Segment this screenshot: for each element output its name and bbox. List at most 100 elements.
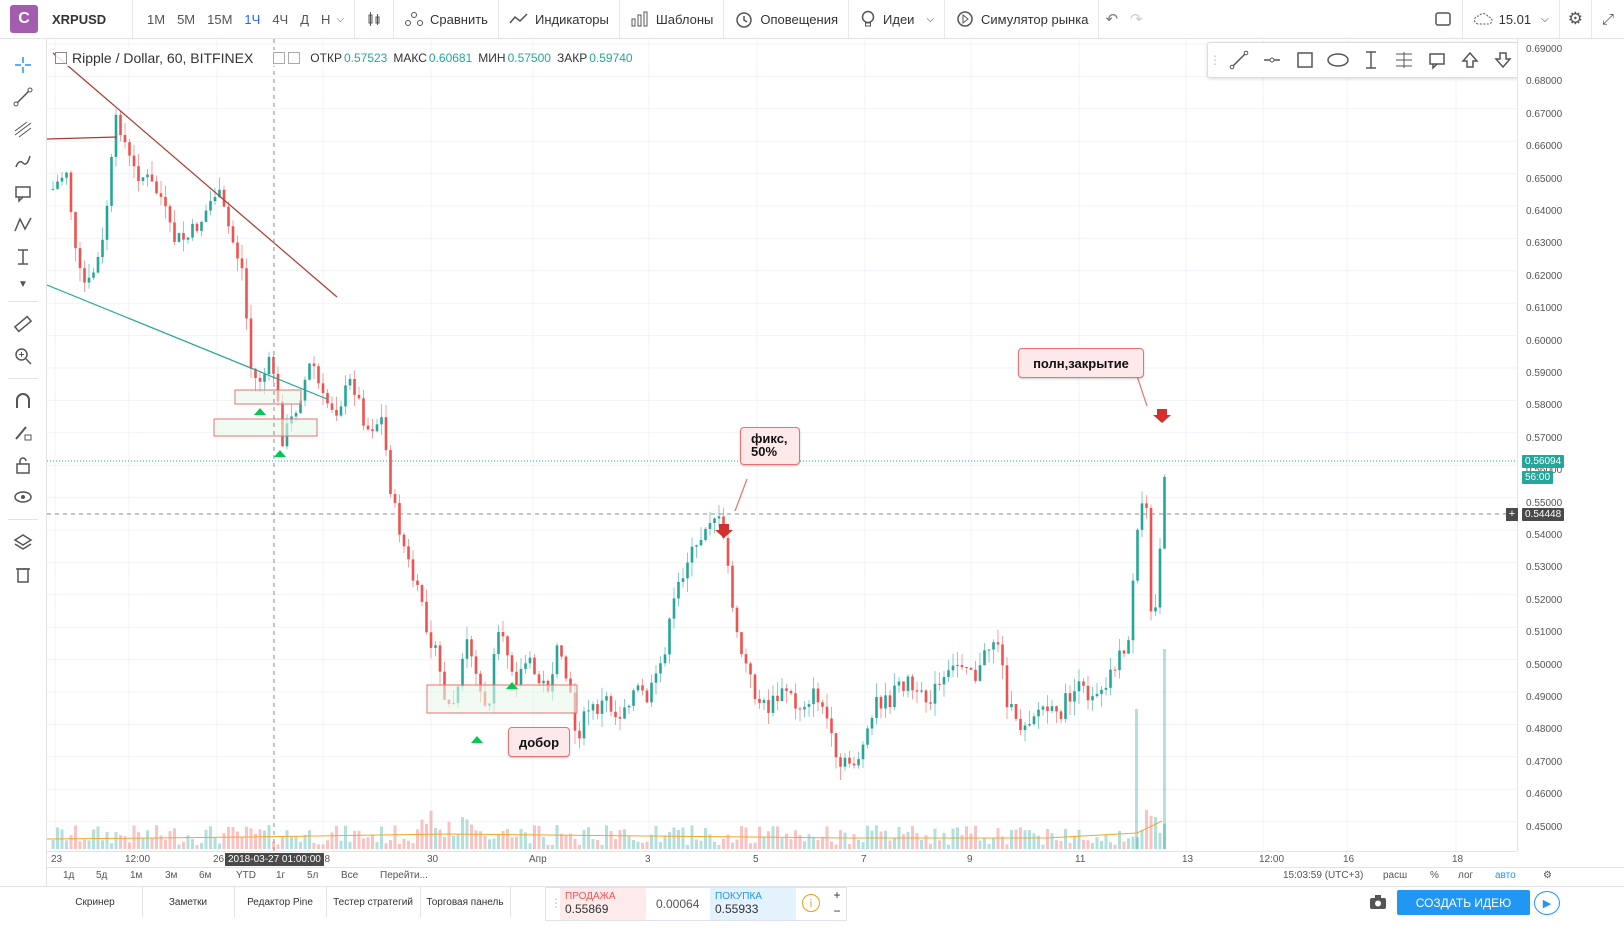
quantity-minus-button[interactable]: − xyxy=(833,904,841,918)
volume-bar xyxy=(722,838,725,849)
candle-body xyxy=(101,239,104,257)
range-3[interactable]: 3м xyxy=(165,870,178,881)
bottom-tab-0[interactable]: Скринер xyxy=(48,887,143,917)
interval-5[interactable]: Д xyxy=(300,11,310,27)
more-tools-toggle[interactable]: ▼ xyxy=(0,273,46,295)
callout-fix[interactable]: фикс, 50% xyxy=(740,427,800,465)
interval-3[interactable]: 1Ч xyxy=(244,11,261,27)
trendline-tool[interactable] xyxy=(0,81,46,113)
pitchfork-tool[interactable] xyxy=(0,113,46,145)
candle-body xyxy=(267,356,271,375)
scale-option-3[interactable]: авто xyxy=(1495,870,1516,881)
bottom-tab-1[interactable]: Заметки xyxy=(142,887,235,917)
settings-button[interactable]: ⚙ xyxy=(1560,0,1591,38)
ellipse-shortcut[interactable] xyxy=(1321,43,1354,77)
remove-drawings-tool[interactable] xyxy=(0,558,46,590)
interval-2[interactable]: 15M xyxy=(207,11,233,27)
create-idea-button[interactable]: СОЗДАТЬ ИДЕЮ xyxy=(1397,890,1530,915)
fib-shortcut[interactable] xyxy=(1387,43,1420,77)
chart-type-button[interactable] xyxy=(355,0,393,38)
price-tick: 0.60000 xyxy=(1526,335,1563,347)
ideas-button[interactable]: Идеи ⌵ xyxy=(849,0,944,38)
measure-tool[interactable] xyxy=(0,241,46,273)
market-simulator-button[interactable]: Симулятор рынка xyxy=(945,0,1098,38)
pattern-tool[interactable] xyxy=(0,209,46,241)
bottom-tab-4[interactable]: Торговая панель xyxy=(420,887,511,917)
callout-dobor[interactable]: добор xyxy=(508,727,570,757)
bottom-tab-3[interactable]: Тестер стратегий xyxy=(326,887,421,917)
range-8[interactable]: Все xyxy=(341,870,359,881)
drag-handle[interactable]: ⋮ xyxy=(1209,53,1221,67)
alerts-button[interactable]: Оповещения xyxy=(724,0,848,38)
time-tick: 12:00 xyxy=(1259,854,1285,865)
buy-button[interactable]: ПОКУПКА 0.55933 xyxy=(710,888,796,920)
range-0[interactable]: 1д xyxy=(63,870,75,881)
volume-bar xyxy=(753,842,757,849)
sell-button[interactable]: ПРОДАЖА 0.55869 xyxy=(560,888,646,920)
compare-button[interactable]: Сравнить xyxy=(394,0,498,38)
interval-6[interactable]: Н xyxy=(321,11,331,27)
range-2[interactable]: 1м xyxy=(130,870,143,881)
redo-button[interactable]: ↷ xyxy=(1130,11,1143,28)
volume-bar xyxy=(155,825,158,849)
zoom-tool[interactable] xyxy=(0,340,46,372)
object-tree-tool[interactable] xyxy=(0,526,46,558)
horizontal-line-shortcut[interactable] xyxy=(1255,43,1288,77)
expand-button[interactable]: ⤢ xyxy=(1592,0,1624,38)
magnet-tool[interactable] xyxy=(0,385,46,417)
interval-1[interactable]: 5M xyxy=(177,11,196,27)
scale-option-2[interactable]: лог xyxy=(1458,870,1474,881)
plus-icon[interactable]: + xyxy=(1506,508,1518,521)
price-scale[interactable]: 0.45000 0.46000 0.47000 0.48000 0.49000 0.500… xyxy=(1506,39,1624,851)
symbol-name[interactable]: Ripple / Dollar, 60, BITFINEX xyxy=(72,50,254,66)
time-axis[interactable]: 18 16 12:00 13 11 9 7 5 3 Апр 30 28 26 12:00 23 2018-0… xyxy=(47,851,1517,868)
crosshair-tool[interactable] xyxy=(0,49,46,81)
interval-0[interactable]: 1M xyxy=(147,11,166,27)
hide-drawings-tool[interactable] xyxy=(0,481,46,513)
volume-bar xyxy=(767,831,770,849)
lock-drawings-tool[interactable] xyxy=(0,449,46,481)
rectangle-shortcut[interactable] xyxy=(1288,43,1321,77)
templates-button[interactable]: Шаблоны xyxy=(620,0,724,38)
symbol-search[interactable]: XRPUSD xyxy=(52,11,107,27)
arrow-down-shortcut[interactable] xyxy=(1486,43,1519,77)
range-9[interactable]: Перейти... xyxy=(380,870,428,881)
drag-handle[interactable]: ⋮ xyxy=(550,896,562,910)
bottom-panel: ⋮ ПРОДАЖА 0.55869 0.00064 ПОКУПКА 0.5593… xyxy=(0,886,1624,952)
stay-in-draw-tool[interactable] xyxy=(0,417,46,449)
legend-settings-icon[interactable] xyxy=(273,52,286,64)
scale-option-0[interactable]: расш xyxy=(1383,870,1408,881)
range-7[interactable]: 5л xyxy=(307,870,319,881)
info-icon[interactable]: i xyxy=(802,894,820,912)
bottom-tab-2[interactable]: Редактор Pine xyxy=(234,887,327,917)
brush-tool[interactable] xyxy=(0,145,46,177)
clock[interactable]: 15:03:59 (UTC+3) xyxy=(1283,870,1364,881)
publish-arrow-icon[interactable]: ▶ xyxy=(1534,891,1560,915)
undo-button[interactable]: ↶ xyxy=(1105,11,1119,28)
ruler-tool[interactable] xyxy=(0,308,46,340)
range-5[interactable]: YTD xyxy=(236,870,256,881)
price-chart[interactable] xyxy=(47,39,1517,851)
quantity-plus-button[interactable]: + xyxy=(833,888,841,902)
chevron-down-icon[interactable]: ⌵ xyxy=(336,13,345,25)
interval-4[interactable]: 4Ч xyxy=(272,11,289,27)
fullscreen-toggle[interactable] xyxy=(1424,0,1462,38)
trendline-shortcut[interactable] xyxy=(1222,43,1255,77)
legend-hide-icon[interactable] xyxy=(288,52,301,64)
range-1[interactable]: 5д xyxy=(96,870,108,881)
callout-shortcut[interactable] xyxy=(1420,43,1453,77)
range-6[interactable]: 1г xyxy=(276,870,286,881)
cloud-save-button[interactable]: 15.01 ⌵ xyxy=(1463,0,1559,38)
text-tool[interactable] xyxy=(0,177,46,209)
gear-icon[interactable]: ⚙ xyxy=(1543,870,1552,881)
app-logo[interactable]: C xyxy=(10,5,38,33)
callout-full-close[interactable]: полн,закрытие xyxy=(1018,348,1144,378)
camera-icon[interactable] xyxy=(1368,893,1388,914)
text-shortcut[interactable] xyxy=(1354,43,1387,77)
scale-option-1[interactable]: % xyxy=(1430,870,1439,881)
range-4[interactable]: 6м xyxy=(199,870,212,881)
arrow-up-shortcut[interactable] xyxy=(1453,43,1486,77)
candle-body xyxy=(195,223,199,231)
volume-bar xyxy=(731,842,734,849)
indicators-button[interactable]: Индикаторы xyxy=(499,0,619,38)
